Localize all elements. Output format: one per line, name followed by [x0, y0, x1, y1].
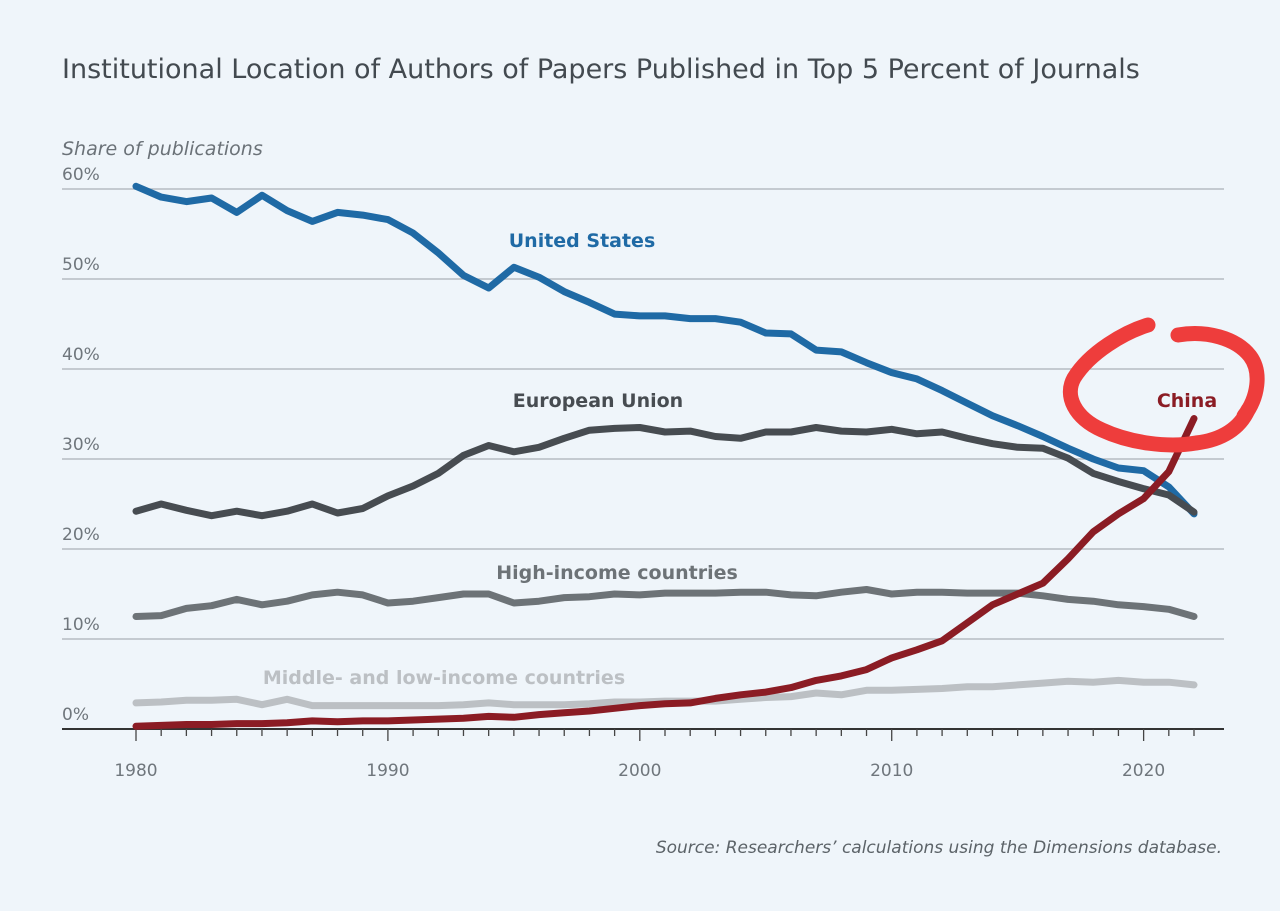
series-line-united-states	[132, 182, 1198, 518]
series-line-european-union	[132, 424, 1198, 520]
series-label-middle-and-low-income-countries: Middle- and low-income countries	[263, 667, 625, 689]
y-tick-label: 0%	[62, 705, 89, 725]
chart-title: Institutional Location of Authors of Pap…	[62, 54, 1140, 85]
x-tick-labels: 1980 1990 2000 2010 2020	[114, 729, 1195, 781]
series-line-high-income-countries	[132, 586, 1198, 620]
x-tick-label: 2010	[870, 761, 913, 781]
y-tick-label: 10%	[62, 615, 100, 635]
x-tick-label: 2020	[1122, 761, 1165, 781]
china-highlight-circle	[1062, 317, 1265, 453]
gridlines	[62, 188, 1224, 730]
series-lines	[132, 182, 1198, 730]
x-tick-label: 1980	[114, 761, 157, 781]
y-tick-label: 20%	[62, 525, 100, 545]
x-tick-label: 2000	[618, 761, 661, 781]
series-label-united-states: United States	[509, 230, 656, 252]
china-circle-stroke-left	[1062, 317, 1256, 453]
y-tick-label: 30%	[62, 435, 100, 455]
china-circle-stroke-right	[1170, 326, 1265, 424]
x-tick-label: 1990	[366, 761, 409, 781]
series-line-china	[132, 415, 1198, 730]
y-tick-label: 60%	[62, 165, 100, 185]
y-axis-label: Share of publications	[62, 138, 263, 160]
series-label-china: China	[1157, 390, 1217, 412]
y-tick-label: 40%	[62, 345, 100, 365]
y-tick-label: 50%	[62, 255, 100, 275]
series-label-high-income-countries: High-income countries	[496, 562, 738, 584]
source-note: Source: Researchers’ calculations using …	[656, 838, 1222, 858]
series-label-european-union: European Union	[513, 390, 683, 412]
series-labels: United States European Union High-income c…	[263, 230, 1217, 689]
y-tick-labels: 0% 10% 20% 30% 40% 50% 60%	[62, 165, 100, 725]
